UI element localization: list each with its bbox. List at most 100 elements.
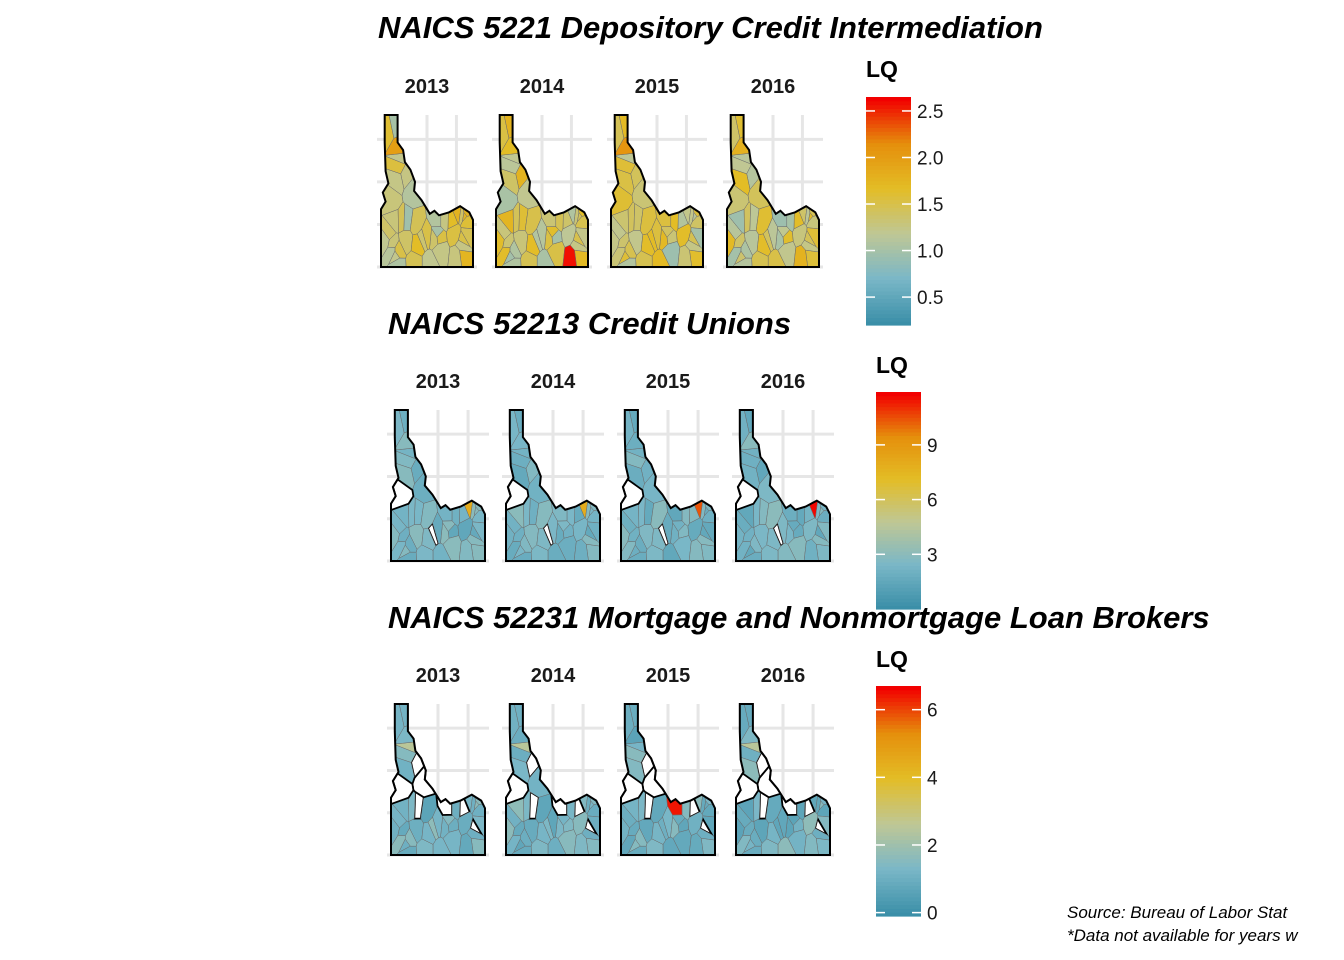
county-region: [395, 551, 417, 562]
legend-band: [876, 762, 921, 768]
legend-band: [876, 735, 921, 741]
legend-band: [876, 820, 921, 825]
legend-band: [876, 482, 921, 487]
legend-band: [866, 207, 911, 212]
legend-title: LQ: [876, 352, 908, 378]
legend-band: [876, 435, 921, 440]
legend-band: [866, 283, 911, 288]
legend-band: [876, 747, 921, 752]
legend-band: [866, 203, 911, 208]
county-region: [547, 542, 567, 562]
legend-band: [876, 816, 921, 821]
map-panel-2015: 2015: [607, 76, 707, 269]
panel-year-label: 2014: [531, 371, 576, 393]
legend-band: [866, 146, 911, 151]
panel-year-label: 2016: [761, 371, 806, 393]
map-panel-2014: 2014: [492, 76, 592, 269]
legend-band: [876, 743, 921, 748]
legend-band: [876, 478, 921, 484]
legend-band: [876, 395, 921, 400]
legend-band: [876, 536, 921, 541]
legend-band: [876, 804, 921, 810]
legend-band: [866, 127, 911, 132]
legend-band: [866, 104, 911, 109]
legend-band: [866, 260, 911, 265]
legend-band: [876, 598, 921, 603]
legend-band: [866, 294, 911, 299]
map-panel-2013: 2013: [387, 371, 489, 563]
legend-band: [866, 211, 911, 216]
panel-year-label: 2013: [416, 665, 461, 687]
legend-band: [876, 547, 921, 552]
legend-band: [876, 801, 921, 806]
legend-band: [866, 100, 911, 106]
legend-band: [866, 245, 911, 250]
legend-band: [876, 881, 921, 886]
legend-band: [866, 142, 911, 147]
state-outline: [495, 114, 589, 268]
county-region: [502, 232, 515, 248]
legend-tick-label: 2.5: [917, 102, 943, 123]
county-region: [397, 820, 410, 836]
legend-band: [866, 313, 911, 318]
legend-band: [876, 835, 921, 840]
legend-tick-label: 6: [927, 701, 938, 722]
legend-band: [866, 321, 911, 326]
state-outline: [620, 409, 716, 562]
legend-band: [876, 758, 921, 764]
map-panel-2014: 2014: [502, 665, 604, 857]
legend-band: [876, 870, 921, 875]
county-region: [662, 836, 682, 856]
legend-band: [876, 755, 921, 760]
county-region: [777, 542, 797, 562]
state-outline: [735, 703, 831, 856]
legend-band: [866, 268, 911, 273]
legend-tick-label: 2.0: [917, 148, 943, 169]
chart-section-1: NAICS 5221 Depository Credit Intermediat…: [377, 10, 1043, 326]
legend-band: [866, 169, 911, 174]
legend-band: [876, 561, 921, 567]
legend-band: [876, 831, 921, 837]
county-region: [510, 845, 532, 856]
legend-band: [866, 317, 911, 322]
county-region: [512, 820, 525, 836]
legend-band: [876, 877, 921, 883]
legend-band: [876, 543, 921, 549]
legend-band: [866, 173, 911, 178]
legend-band: [876, 417, 921, 422]
legend-band: [876, 693, 921, 699]
legend-band: [876, 793, 921, 798]
county-region: [432, 836, 452, 856]
legend-band: [876, 439, 921, 444]
legend-band: [876, 486, 921, 491]
legend-band: [876, 797, 921, 802]
legend-tick-label: 3: [927, 545, 938, 566]
legend-band: [866, 154, 911, 159]
legend-band: [866, 233, 911, 239]
legend-band: [876, 511, 921, 516]
map-panel-2014: 2014: [502, 371, 604, 563]
legend-band: [866, 237, 911, 242]
legend-band: [866, 135, 911, 140]
county-region: [510, 551, 532, 562]
panel-year-label: 2015: [646, 371, 691, 393]
legend-band: [866, 290, 911, 296]
county-region: [740, 845, 762, 856]
legend-band: [876, 601, 921, 606]
legend-title: LQ: [876, 646, 908, 672]
legend-band: [876, 428, 921, 433]
legend-band: [876, 533, 921, 538]
legend-band: [876, 854, 921, 860]
state-outline: [390, 703, 486, 856]
map-panel-2016: 2016: [732, 371, 834, 563]
legend-band: [866, 123, 911, 128]
legend-band: [866, 150, 911, 155]
legend-band: [876, 413, 921, 418]
legend-band: [876, 824, 921, 829]
legend-band: [876, 525, 921, 531]
legend-band: [866, 188, 911, 193]
legend-band: [866, 302, 911, 307]
state-outline: [380, 114, 474, 268]
panel-year-label: 2015: [635, 76, 680, 98]
legend-band: [876, 605, 921, 610]
